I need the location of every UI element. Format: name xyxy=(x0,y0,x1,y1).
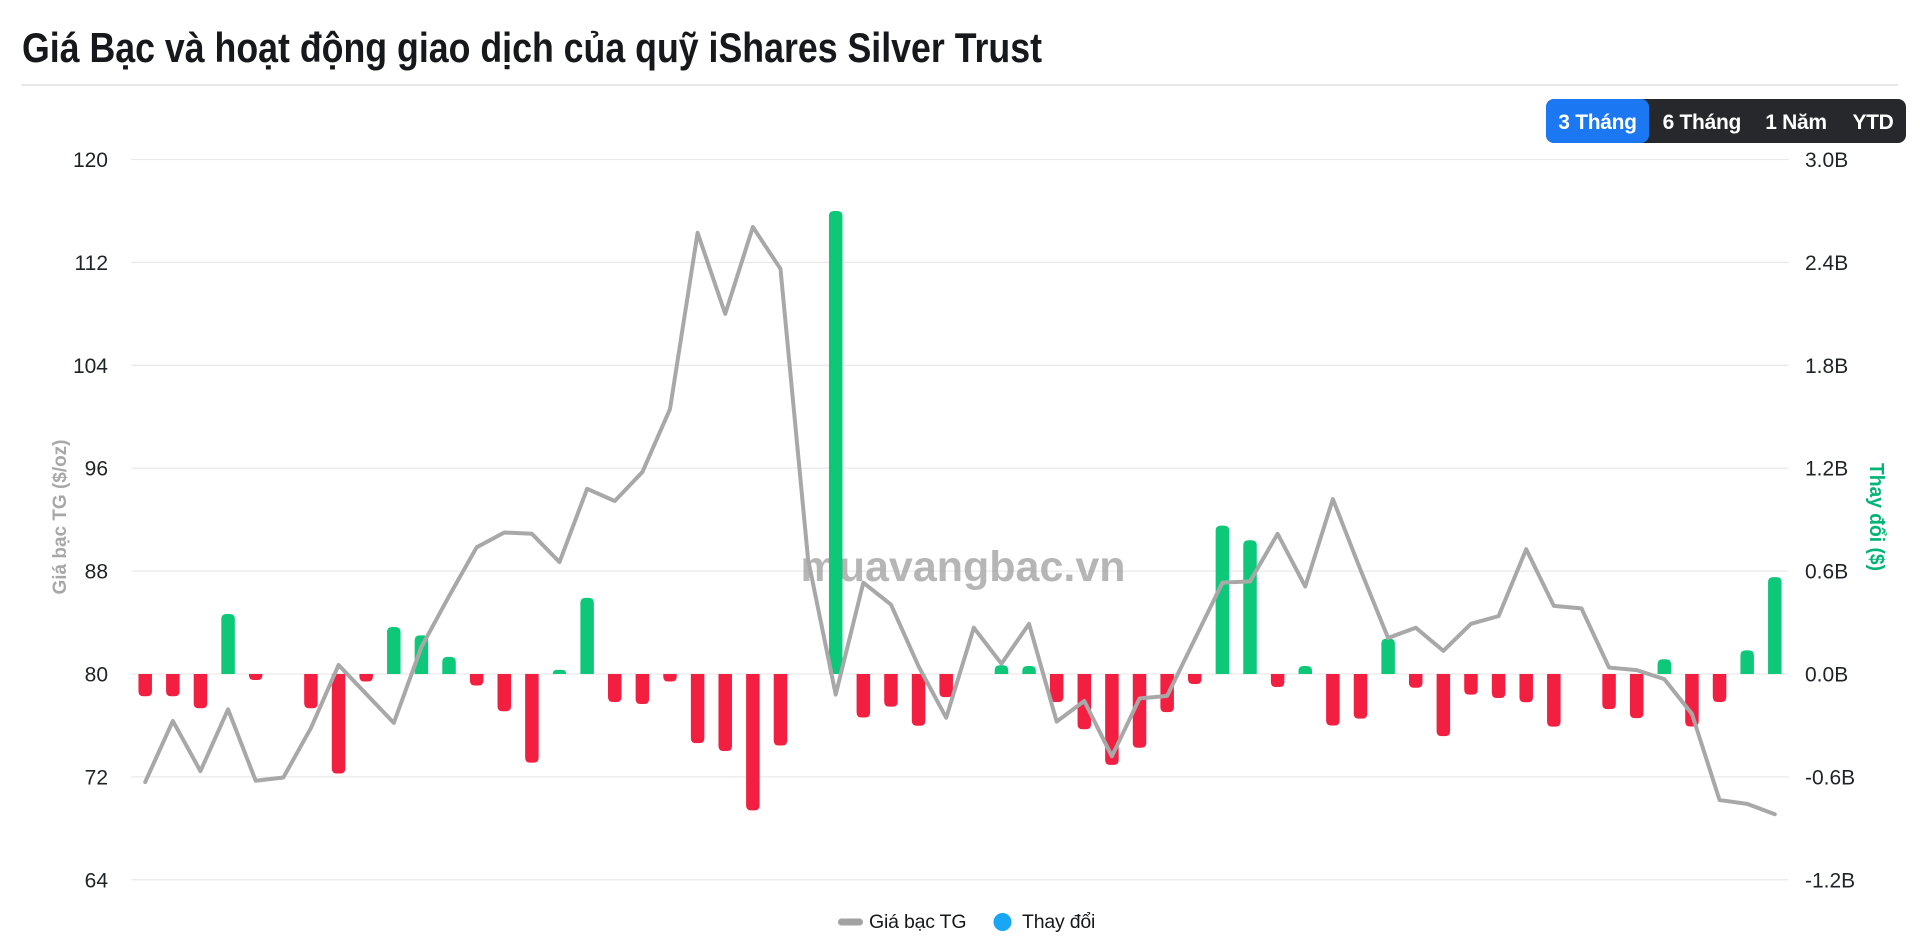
svg-text:3 Tháng: 3 Tháng xyxy=(1558,111,1636,134)
svg-text:72: 72 xyxy=(85,766,108,789)
svg-text:Giá bạc TG ($/oz): Giá bạc TG ($/oz) xyxy=(50,440,71,595)
svg-text:2.4B: 2.4B xyxy=(1805,252,1848,275)
svg-text:96: 96 xyxy=(85,458,108,481)
svg-text:120: 120 xyxy=(73,149,108,172)
svg-text:104: 104 xyxy=(73,355,108,378)
svg-text:1 Năm: 1 Năm xyxy=(1765,111,1827,134)
svg-text:64: 64 xyxy=(85,869,109,892)
svg-text:3.0B: 3.0B xyxy=(1805,149,1848,172)
svg-text:112: 112 xyxy=(75,252,108,275)
svg-text:-0.6B: -0.6B xyxy=(1805,766,1855,789)
svg-text:0.6B: 0.6B xyxy=(1805,561,1848,584)
svg-text:80: 80 xyxy=(85,664,108,687)
svg-text:Thay đổi ($): Thay đổi ($) xyxy=(1865,463,1887,571)
svg-text:YTD: YTD xyxy=(1852,111,1893,134)
svg-text:-1.2B: -1.2B xyxy=(1805,869,1855,892)
svg-text:Thay đổi: Thay đổi xyxy=(1022,911,1095,933)
svg-text:Giá bạc TG: Giá bạc TG xyxy=(869,911,966,933)
svg-text:6 Tháng: 6 Tháng xyxy=(1663,111,1741,134)
svg-text:0.0B: 0.0B xyxy=(1805,664,1848,687)
svg-text:Giá Bạc và hoạt động giao dịch: Giá Bạc và hoạt động giao dịch của quỹ i… xyxy=(22,24,1042,71)
svg-text:88: 88 xyxy=(85,561,108,584)
svg-text:1.8B: 1.8B xyxy=(1805,355,1848,378)
svg-text:1.2B: 1.2B xyxy=(1805,458,1848,481)
svg-text:muavangbac.vn: muavangbac.vn xyxy=(801,543,1126,591)
